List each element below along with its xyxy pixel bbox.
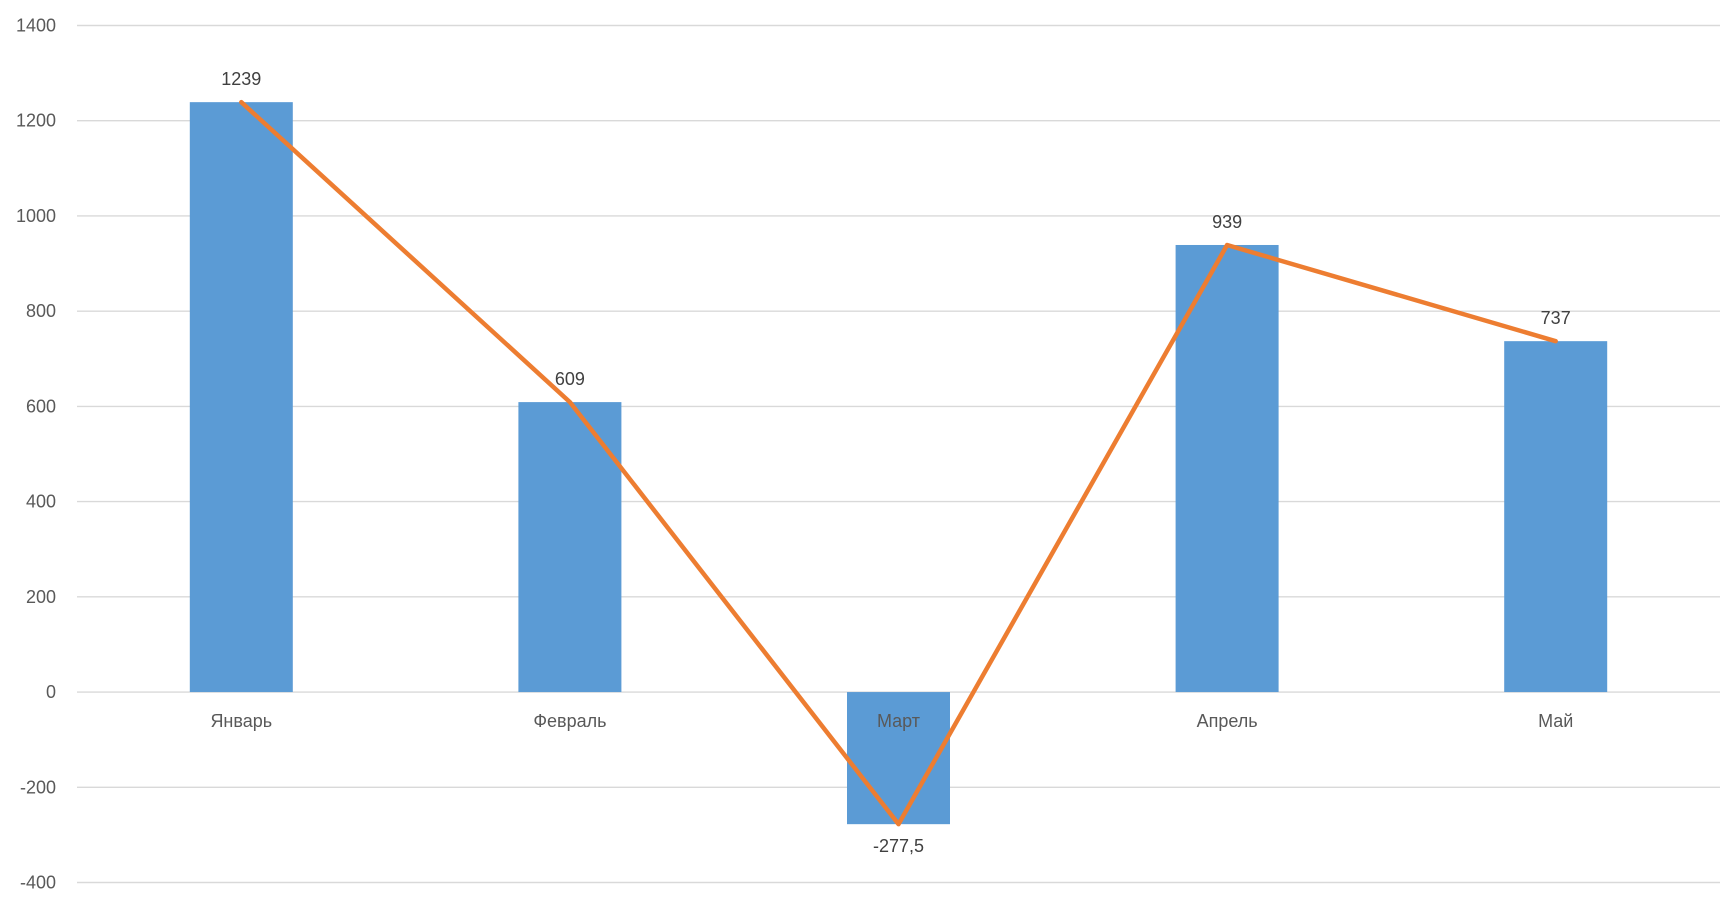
y-axis-tick-label: 200 bbox=[26, 587, 56, 607]
y-axis-tick-label: 1000 bbox=[16, 206, 56, 226]
y-axis-tick-label: -400 bbox=[20, 873, 56, 893]
y-axis-tick-label: 1400 bbox=[16, 16, 56, 36]
data-label: 1239 bbox=[221, 69, 261, 89]
y-axis-tick-label: 1200 bbox=[16, 111, 56, 131]
data-label: 737 bbox=[1541, 308, 1571, 328]
y-axis-tick-label: 800 bbox=[26, 301, 56, 321]
bar bbox=[518, 402, 622, 693]
y-axis-tick-label: 400 bbox=[26, 492, 56, 512]
x-axis-category-label: Февраль bbox=[533, 711, 606, 731]
bar bbox=[847, 692, 950, 825]
x-axis-category-label: Январь bbox=[210, 711, 272, 731]
x-axis-category-label: Март bbox=[877, 711, 920, 731]
bar bbox=[1175, 244, 1279, 693]
line-series bbox=[239, 99, 1558, 827]
x-axis-category-label: Май bbox=[1538, 711, 1573, 731]
x-axis-category-label: Апрель bbox=[1197, 711, 1258, 731]
y-axis-tick-label: 600 bbox=[26, 396, 56, 416]
y-axis-tick-label: -200 bbox=[20, 777, 56, 797]
y-axis-tick-label: 0 bbox=[46, 682, 56, 702]
data-label: 609 bbox=[555, 369, 585, 389]
data-label: 939 bbox=[1212, 212, 1242, 232]
data-label: -277,5 bbox=[873, 836, 924, 856]
bar bbox=[1504, 341, 1608, 693]
bar bbox=[189, 102, 293, 693]
